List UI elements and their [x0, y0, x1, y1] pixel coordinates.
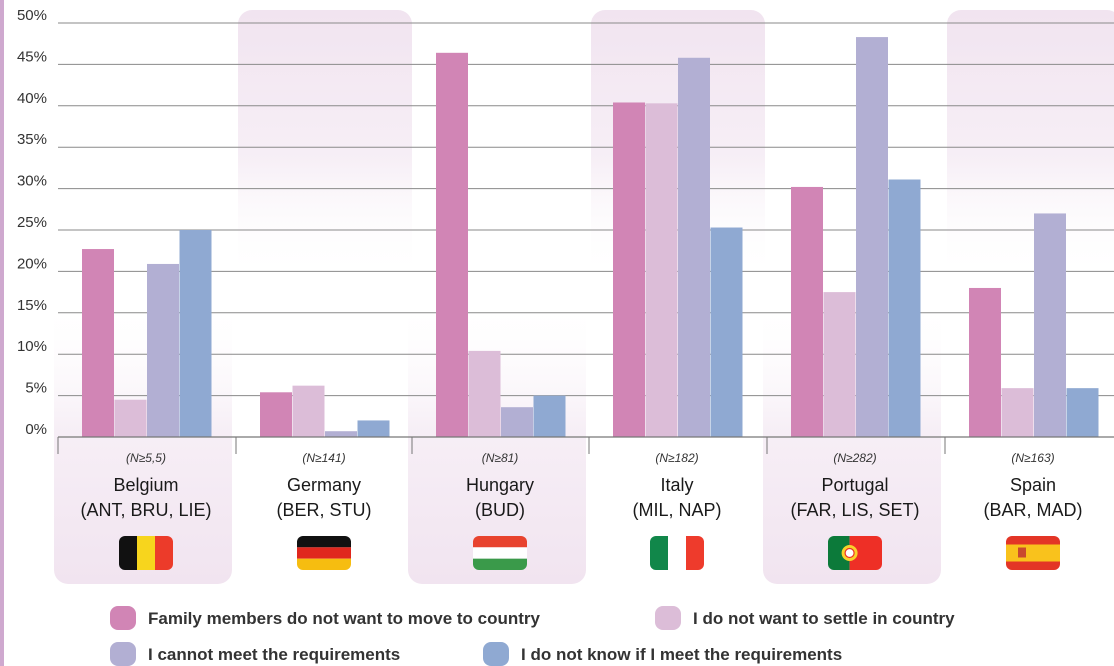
y-tick-label: 30% — [17, 173, 47, 190]
country-label: Spain — [1010, 475, 1056, 495]
legend: Family members do not want to move to co… — [110, 606, 955, 666]
bar-italy-settle — [645, 103, 678, 437]
country-label: Germany — [287, 475, 361, 495]
legend-label-settle: I do not want to settle in country — [693, 609, 955, 628]
highlight-panel-spain — [947, 10, 1114, 280]
germany-flag-icon — [297, 536, 351, 570]
bar-germany-family — [260, 392, 292, 437]
y-tick-label: 15% — [17, 297, 47, 314]
bar-belgium-requirements — [147, 263, 179, 437]
y-tick-label: 10% — [17, 338, 47, 355]
bar-belgium-settle — [114, 399, 147, 437]
highlight-panel-germany — [238, 10, 412, 280]
bar-portugal-family — [791, 186, 823, 437]
legend-label-requirements: I cannot meet the requirements — [148, 645, 400, 664]
category-highlight-layer — [54, 10, 1114, 584]
sample-size-label: (N≥5,5) — [126, 451, 166, 465]
y-tick-label: 25% — [17, 214, 47, 231]
legend-swatch-family — [110, 606, 136, 630]
region-label: (BUD) — [475, 500, 525, 520]
y-tick-label: 0% — [25, 421, 47, 438]
bar-germany-settle — [292, 385, 325, 437]
y-tick-label: 20% — [17, 255, 47, 272]
belgium-flag-icon — [119, 536, 173, 570]
bar-italy-requirements — [678, 57, 710, 437]
y-tick-label: 40% — [17, 90, 47, 107]
bar-hungary-family — [436, 52, 468, 438]
bar-portugal-settle — [823, 292, 856, 437]
bar-spain-dontknow — [1066, 388, 1099, 437]
bar-hungary-requirements — [501, 407, 533, 437]
bar-hungary-dontknow — [533, 395, 566, 437]
bar-belgium-dontknow — [179, 230, 212, 437]
bar-spain-requirements — [1034, 213, 1066, 437]
country-label: Belgium — [113, 475, 178, 495]
sample-size-label: (N≥141) — [302, 451, 345, 465]
region-label: (FAR, LIS, SET) — [790, 500, 919, 520]
country-label: Portugal — [821, 475, 888, 495]
x-axis — [57, 436, 1114, 454]
y-axis-ticks: 0% 5% 10% 15% 20% 25% 30% 35% 40% 45% 50% — [17, 7, 47, 438]
bar-italy-dontknow — [710, 227, 743, 437]
frame-border — [0, 0, 4, 666]
category-labels: (N≥5,5) Belgium (ANT, BRU, LIE) (N≥141) Germ… — [80, 451, 1083, 570]
bar-italy-family — [613, 102, 645, 437]
legend-swatch-settle — [655, 606, 681, 630]
legend-swatch-requirements — [110, 642, 136, 666]
sample-size-label: (N≥81) — [482, 451, 519, 465]
bar-hungary-settle — [468, 350, 501, 437]
bar-germany-requirements — [325, 431, 357, 437]
region-label: (MIL, NAP) — [632, 500, 721, 520]
bar-spain-settle — [1001, 388, 1034, 437]
region-label: (BER, STU) — [276, 500, 371, 520]
sample-size-label: (N≥182) — [655, 451, 698, 465]
portugal-flag-icon — [828, 536, 882, 570]
spain-flag-icon — [1006, 536, 1060, 570]
country-label: Hungary — [466, 475, 534, 495]
bars — [82, 37, 1099, 438]
y-tick-label: 45% — [17, 48, 47, 65]
y-tick-label: 5% — [25, 380, 47, 397]
sample-size-label: (N≥282) — [833, 451, 876, 465]
bar-portugal-requirements — [856, 37, 888, 438]
hungary-flag-icon — [473, 536, 527, 570]
legend-label-family: Family members do not want to move to co… — [148, 609, 541, 628]
y-tick-label: 50% — [17, 7, 47, 24]
region-label: (ANT, BRU, LIE) — [80, 500, 211, 520]
bar-portugal-dontknow — [888, 179, 921, 437]
y-tick-label: 35% — [17, 131, 47, 148]
legend-swatch-dontknow — [483, 642, 509, 666]
gridlines — [58, 22, 1114, 438]
bar-spain-family — [969, 287, 1001, 437]
italy-flag-icon — [650, 536, 704, 570]
bar-germany-dontknow — [357, 420, 390, 437]
region-label: (BAR, MAD) — [984, 500, 1083, 520]
bar-belgium-family — [82, 249, 114, 437]
legend-label-dontknow: I do not know if I meet the requirements — [521, 645, 842, 664]
country-label: Italy — [660, 475, 693, 495]
sample-size-label: (N≥163) — [1011, 451, 1054, 465]
